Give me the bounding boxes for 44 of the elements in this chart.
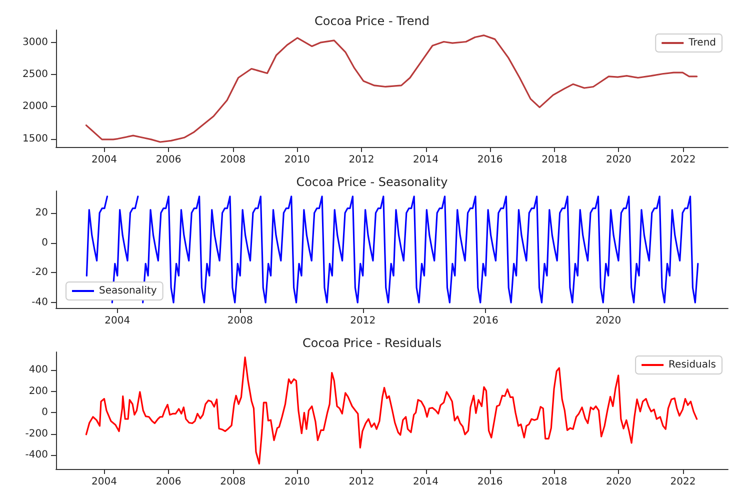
x-tick-label: 2004 <box>92 154 117 166</box>
y-tick-label: 0 <box>42 407 48 418</box>
legend-label: Trend <box>688 38 716 48</box>
chart-title: Cocoa Price - Seasonality <box>296 175 448 189</box>
y-tick-label: 20 <box>35 207 48 218</box>
y-tick-label: 3000 <box>22 36 48 48</box>
x-tick-label: 2008 <box>220 476 246 488</box>
x-tick-label: 2008 <box>227 316 253 326</box>
x-tick-label: 2016 <box>477 476 503 488</box>
x-tick-label: 2022 <box>670 476 696 488</box>
y-tick-label: -400 <box>25 450 48 461</box>
y-tick-label: 200 <box>28 386 48 397</box>
x-tick-label: 2004 <box>92 476 117 488</box>
x-tick-label: 2022 <box>670 154 696 166</box>
y-tick-label: -20 <box>32 267 48 278</box>
y-tick-label: 1500 <box>22 133 48 144</box>
x-tick-label: 2014 <box>413 476 438 488</box>
x-tick-label: 2010 <box>284 476 310 488</box>
x-tick-label: 2006 <box>156 154 182 166</box>
legend-label: Residuals <box>668 360 716 370</box>
chart-title: Cocoa Price - Residuals <box>302 336 442 350</box>
x-tick-label: 2014 <box>413 154 438 166</box>
chart-title: Cocoa Price - Trend <box>314 14 430 28</box>
x-tick-label: 2020 <box>606 154 632 166</box>
x-tick-label: 2012 <box>348 476 374 488</box>
x-tick-label: 2010 <box>284 154 310 166</box>
x-tick-label: 2004 <box>104 316 130 326</box>
x-tick-label: 2020 <box>606 476 632 488</box>
x-tick-label: 2018 <box>542 154 568 166</box>
y-tick-label: -40 <box>32 297 48 308</box>
x-tick-label: 2012 <box>350 316 376 326</box>
y-tick-label: 2000 <box>22 101 48 112</box>
x-tick-label: 2008 <box>220 154 246 166</box>
x-tick-label: 2016 <box>472 316 498 326</box>
y-tick-label: -200 <box>25 428 48 440</box>
x-tick-label: 2006 <box>156 476 182 488</box>
x-tick-label: 2018 <box>542 476 568 488</box>
x-tick-label: 2016 <box>477 154 503 166</box>
x-tick-label: 2012 <box>348 154 374 166</box>
y-tick-label: 400 <box>28 364 48 376</box>
y-tick-label: 0 <box>42 237 48 248</box>
y-tick-label: 2500 <box>22 69 48 80</box>
x-tick-label: 2020 <box>596 316 622 326</box>
legend-label: Seasonality <box>99 286 157 296</box>
